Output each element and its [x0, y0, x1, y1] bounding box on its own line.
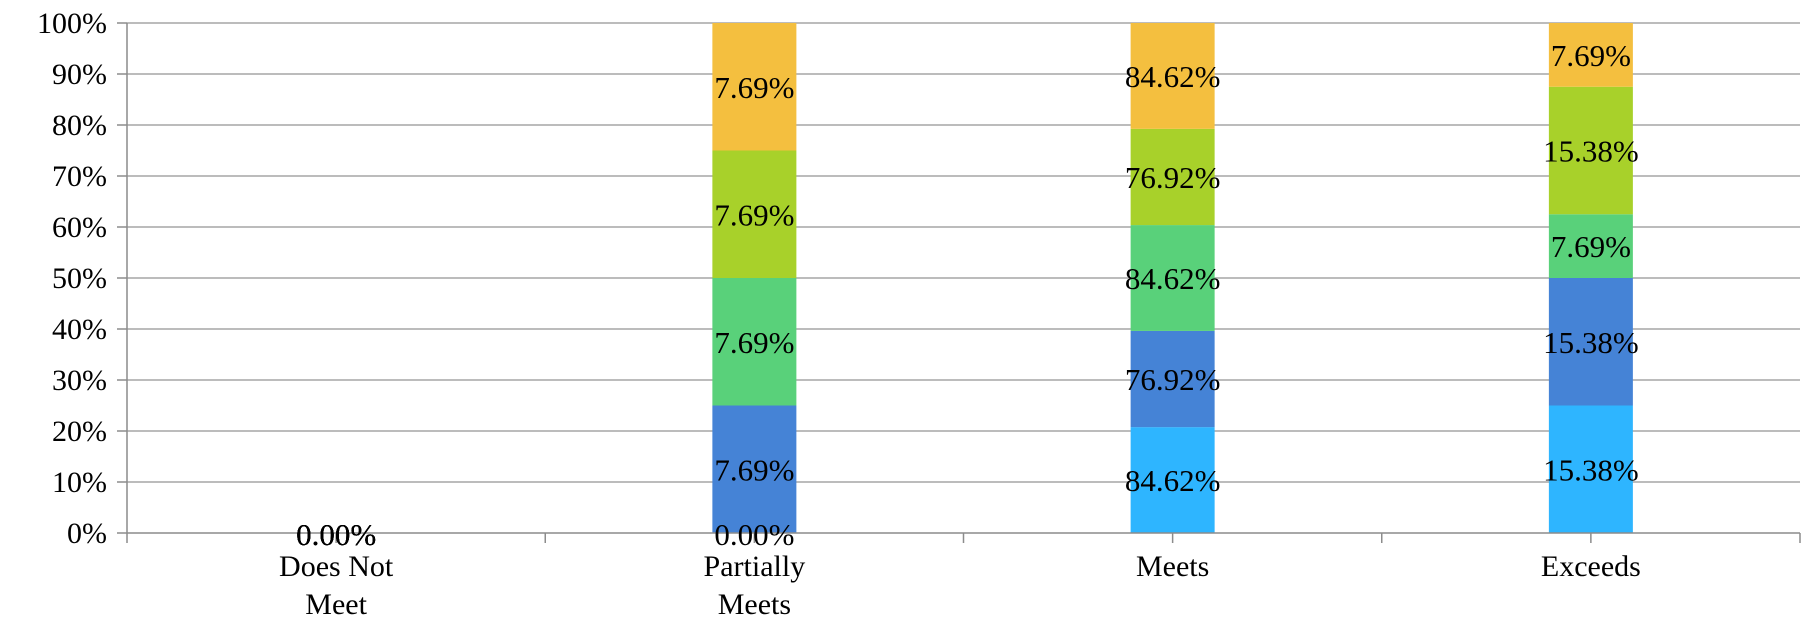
bar-segment [712, 150, 797, 278]
data-label: 7.69% [714, 452, 794, 487]
data-label: 84.62% [1125, 463, 1221, 498]
y-tick-label: 60% [52, 211, 107, 244]
gridlines [127, 22, 1800, 483]
y-tick-label: 40% [52, 313, 107, 346]
x-category-label: Does Not Meet [279, 550, 394, 621]
data-label: 0.00% [296, 517, 376, 552]
x-category-label: Partially Meets [704, 550, 806, 621]
data-label: 0.00% [296, 517, 376, 552]
data-label: 7.69% [714, 70, 794, 105]
x-axis-category-labels: Does Not Meet Partially Meets Meets Exceeds [279, 550, 1641, 621]
data-label: 0.00% [714, 517, 794, 552]
bar-segment [1130, 225, 1215, 331]
bar-segment [1130, 128, 1215, 226]
y-tick-label: 20% [52, 415, 107, 448]
y-tick-label: 0% [67, 517, 107, 550]
bar-segment [1548, 23, 1633, 87]
data-label: 7.69% [714, 325, 794, 360]
data-label: 15.38% [1543, 325, 1639, 360]
bar-segment [1130, 330, 1215, 428]
bar-segment [1548, 278, 1633, 406]
bar-segment [1548, 86, 1633, 215]
y-tick-label: 70% [52, 160, 107, 193]
data-label: 76.92% [1125, 160, 1221, 195]
y-tick-label: 30% [52, 364, 107, 397]
data-label: 0.00% [296, 517, 376, 552]
data-label: 15.38% [1543, 452, 1639, 487]
bars [712, 23, 1633, 533]
data-label: 0.00% [296, 517, 376, 552]
x-category-label: Exceeds [1541, 550, 1641, 583]
y-tick-label: 80% [52, 109, 107, 142]
y-tick-label: 100% [37, 7, 107, 40]
bar-segment [1548, 214, 1633, 278]
data-label: 7.69% [714, 197, 794, 232]
data-label: 15.38% [1543, 134, 1639, 169]
bar-segment [1548, 405, 1633, 533]
x-category-label: Meets [1136, 550, 1209, 583]
y-tick-label: 90% [52, 58, 107, 91]
bar-segment [712, 23, 797, 151]
y-tick-label: 10% [52, 466, 107, 499]
data-label: 7.69% [1551, 229, 1631, 264]
bar-segment [1130, 23, 1215, 129]
data-labels: 0.00%0.00%0.00%0.00%0.00% 0.00%7.69%7.69%… [296, 38, 1639, 552]
data-label: 7.69% [1551, 38, 1631, 73]
y-tick-label: 50% [52, 262, 107, 295]
bar-segment [1130, 427, 1215, 533]
bar-segment [712, 405, 797, 533]
data-label: 84.62% [1125, 261, 1221, 296]
data-label: 84.62% [1125, 59, 1221, 94]
axes [117, 22, 1801, 543]
data-label: 0.00% [296, 517, 376, 552]
bar-segment [712, 278, 797, 406]
y-axis-tick-labels: 0% 10% 20% 30% 40% 50% 60% 70% 80% 90% 100% [37, 7, 107, 550]
data-label: 76.92% [1125, 362, 1221, 397]
